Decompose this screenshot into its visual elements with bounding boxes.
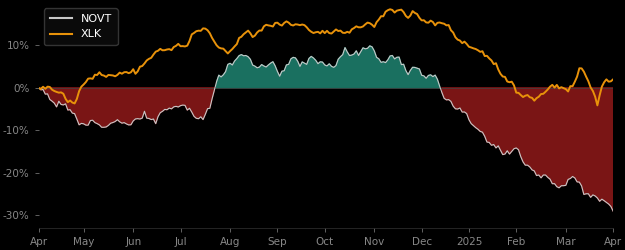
Legend: NOVT, XLK: NOVT, XLK	[44, 8, 118, 45]
